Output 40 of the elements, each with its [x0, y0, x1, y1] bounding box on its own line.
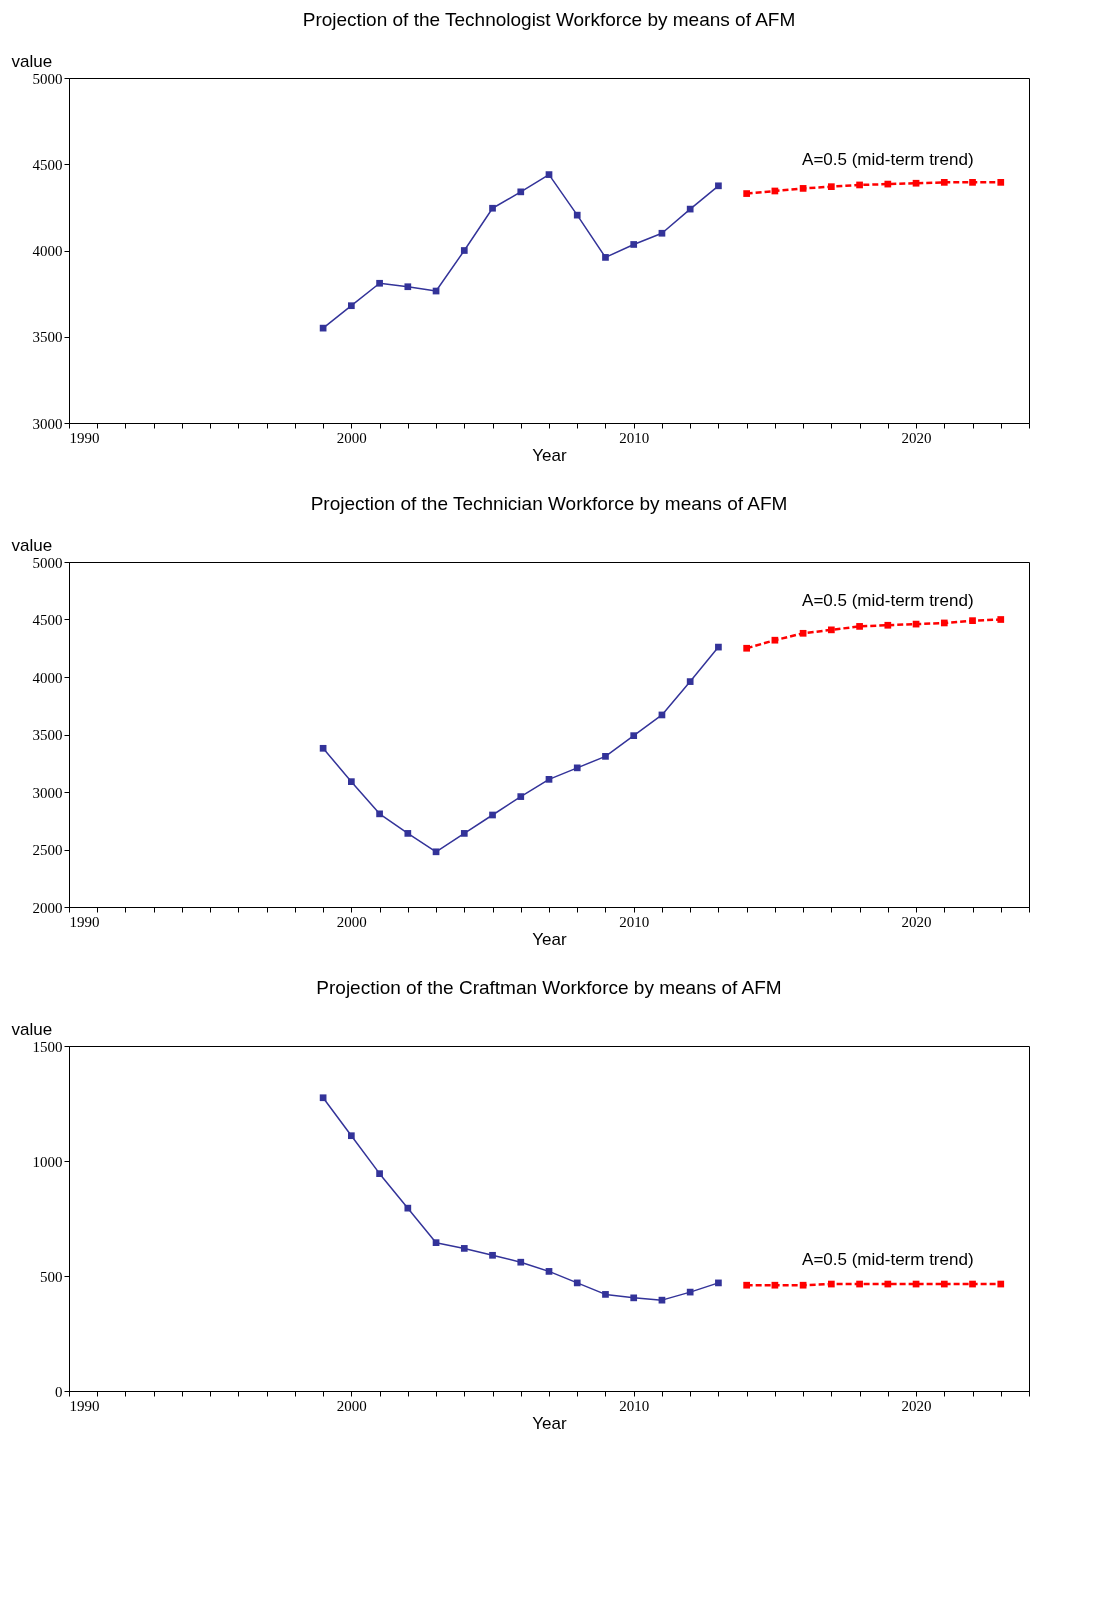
x-tick-label: 2010: [619, 1397, 650, 1414]
y-tick-label: 1500: [32, 1038, 63, 1055]
y-tick-label: 2500: [32, 842, 63, 858]
y-tick-label: 1000: [32, 1153, 63, 1170]
x-tick-label: 2020: [901, 1397, 932, 1414]
y-tick-label: 4500: [32, 612, 63, 628]
y-tick-label: 2000: [32, 899, 63, 916]
x-tick-label: 2000: [336, 429, 367, 446]
series-label: A=0.5 (mid-term trend): [802, 150, 974, 170]
y-axis-title: value: [11, 51, 53, 71]
x-tick-label: 2010: [619, 913, 650, 930]
x-tick-label: 1990: [69, 429, 100, 446]
y-axis-title: value: [11, 535, 53, 555]
x-tick-label: 2000: [336, 1397, 367, 1414]
x-tick-label: 2020: [901, 913, 932, 930]
chart-title: Projection of the Technologist Workforce by means of AFM: [302, 9, 796, 30]
y-tick-label: 4500: [32, 156, 63, 173]
y-tick-label: 3000: [32, 415, 63, 432]
x-axis-title: Year: [532, 929, 568, 949]
y-axis-title: value: [11, 1019, 53, 1039]
chart-title: Projection of the Craftman Workforce by means of AFM: [316, 977, 782, 998]
series-label: A=0.5 (mid-term trend): [802, 1250, 974, 1270]
x-tick-label: 1990: [69, 1397, 100, 1414]
y-tick-label: 0: [55, 1383, 63, 1400]
y-tick-label: 5000: [32, 70, 63, 87]
x-axis-title: Year: [532, 445, 568, 465]
x-tick-label: 2000: [336, 913, 367, 930]
x-axis-title: Year: [532, 1413, 568, 1433]
y-tick-label: 4000: [32, 243, 63, 259]
x-tick-label: 2020: [901, 429, 932, 446]
x-tick-label: 1990: [69, 913, 100, 930]
y-tick-label: 3500: [32, 727, 63, 743]
y-tick-label: 3500: [32, 329, 63, 346]
chart-title: Projection of the Technician Workforce by means of AFM: [310, 493, 788, 514]
y-tick-label: 3000: [32, 784, 63, 801]
x-tick-label: 2010: [619, 429, 650, 446]
y-tick-label: 5000: [32, 554, 63, 571]
y-tick-label: 500: [40, 1268, 63, 1285]
series-label: A=0.5 (mid-term trend): [802, 591, 974, 611]
y-tick-label: 4000: [32, 669, 63, 686]
